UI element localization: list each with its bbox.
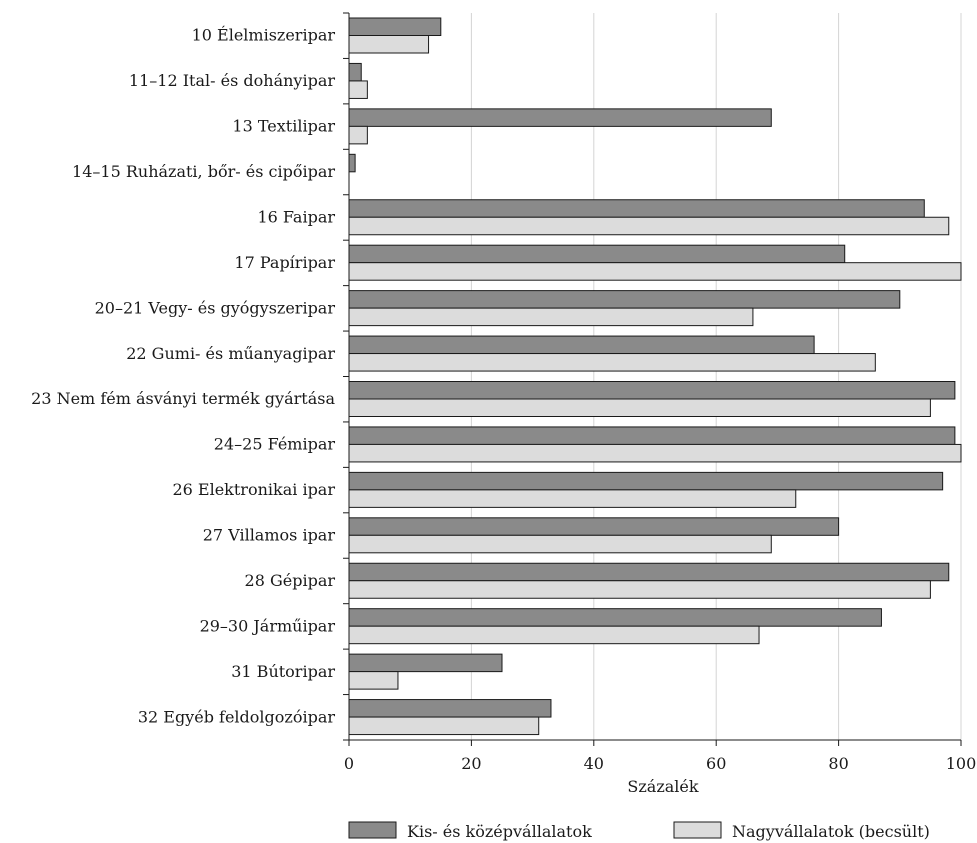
bar-large-12 — [348, 580, 931, 599]
bar-large-5 — [348, 262, 962, 281]
x-axis-title: Százalék — [627, 777, 698, 796]
bar-sme-8 — [348, 381, 956, 400]
category-label: 16 Faipar — [257, 207, 335, 226]
x-tick-label: 80 — [828, 754, 848, 773]
bar-sme-12 — [348, 562, 950, 582]
category-label: 31 Bútoripar — [231, 662, 335, 681]
bar-sme-6 — [348, 290, 901, 309]
bar-large-4 — [348, 216, 950, 236]
bar-sme-1 — [348, 62, 362, 82]
category-label: 22 Gumi- és műanyagipar — [126, 344, 335, 363]
bar-sme-9 — [348, 426, 956, 445]
bar-large-1 — [348, 80, 368, 99]
legend-label-large: Nagyvállalatok (becsült) — [732, 822, 930, 841]
bar-sme-4 — [348, 199, 925, 218]
bar-sme-7 — [348, 335, 815, 355]
category-label: 13 Textilipar — [232, 117, 335, 136]
bar-large-7 — [348, 353, 876, 372]
bar-large-6 — [348, 307, 754, 327]
x-tick-label: 0 — [344, 754, 354, 773]
bar-sme-13 — [348, 608, 882, 627]
category-label: 29–30 Járműipar — [200, 616, 336, 635]
x-tick-label: 20 — [461, 754, 481, 773]
x-tick-label: 60 — [706, 754, 726, 773]
bar-large-13 — [348, 625, 760, 645]
category-label: 11–12 Ital- és dohányipar — [129, 71, 335, 90]
bar-sme-15 — [348, 699, 552, 718]
bar-sme-2 — [348, 108, 772, 127]
x-tick-label: 40 — [584, 754, 604, 773]
bar-large-15 — [348, 716, 540, 736]
category-label: 26 Elektronikai ipar — [172, 480, 335, 499]
category-label: 24–25 Fémipar — [214, 435, 336, 454]
category-label: 14–15 Ruházati, bőr- és cipőipar — [72, 162, 335, 181]
legend-swatch-large — [673, 821, 722, 839]
bar-sme-3 — [348, 153, 356, 173]
bar-sme-11 — [348, 517, 840, 536]
category-label: 23 Nem fém ásványi termék gyártása — [31, 389, 335, 408]
category-label: 10 Élelmiszeripar — [192, 25, 336, 45]
bar-large-11 — [348, 534, 772, 554]
bar-large-8 — [348, 398, 931, 417]
legend-label-sme: Kis- és középvállalatok — [407, 822, 592, 841]
bar-large-10 — [348, 489, 797, 508]
bar-sme-5 — [348, 244, 846, 264]
category-label: 17 Papíripar — [234, 253, 335, 272]
bar-sme-10 — [348, 471, 944, 491]
x-tick-label: 100 — [946, 754, 977, 773]
legend-swatch-sme — [348, 821, 397, 839]
category-label: 20–21 Vegy- és gyógyszeripar — [95, 298, 336, 317]
category-label: 27 Villamos ipar — [203, 526, 336, 545]
bar-large-2 — [348, 125, 368, 145]
category-label: 32 Egyéb feldolgozóipar — [138, 707, 336, 726]
bar-large-9 — [348, 443, 962, 463]
category-label: 28 Gépipar — [245, 571, 336, 590]
bar-large-14 — [348, 671, 399, 690]
bar-sme-0 — [348, 17, 442, 36]
bar-sme-14 — [348, 653, 503, 673]
bar-large-0 — [348, 35, 430, 54]
